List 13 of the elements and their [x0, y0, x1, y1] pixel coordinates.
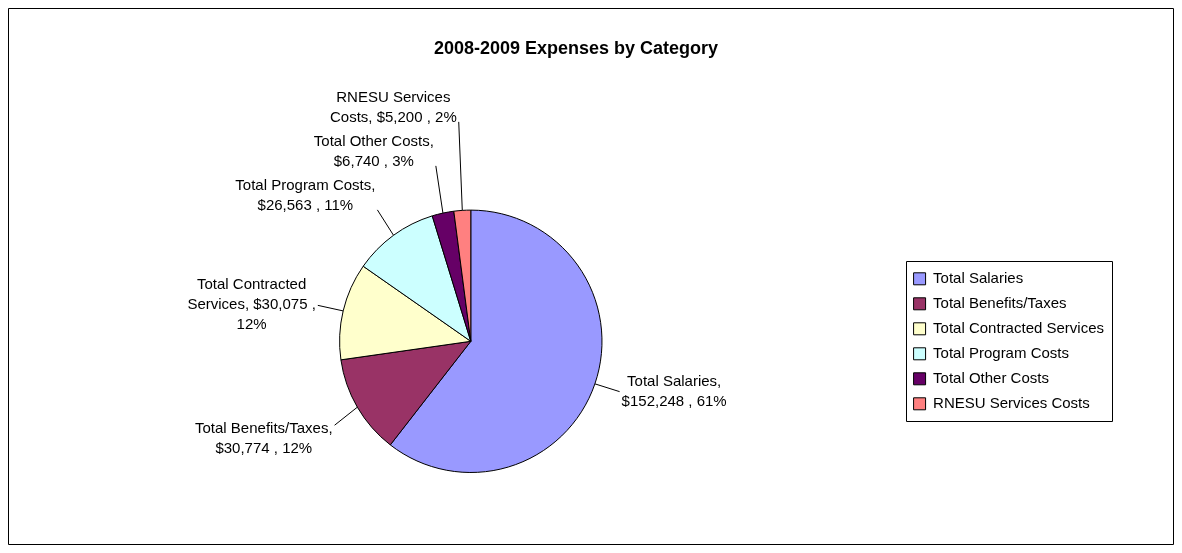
legend-label: Total Contracted Services: [933, 318, 1105, 336]
data-label: Total Program Costs, $26,563 , 11%: [235, 176, 376, 214]
legend-label: Total Program Costs: [933, 343, 1069, 361]
legend-label: RNESU Services Costs: [933, 393, 1090, 411]
data-label: Total Contracted Services, $30,075 , 12%: [187, 275, 316, 333]
data-label: Total Benefits/Taxes, $30,774 , 12%: [195, 419, 333, 457]
chart-title: 2008-2009 Expenses by Category: [433, 37, 719, 58]
data-label: RNESU Services Costs, $5,200 , 2%: [329, 88, 457, 126]
legend-label: Total Salaries: [933, 268, 1024, 286]
data-label: Total Salaries, $152,248 , 61%: [621, 371, 727, 409]
legend-label: Total Other Costs: [933, 368, 1049, 386]
data-label: Total Other Costs, $6,740 , 3%: [313, 132, 434, 170]
legend-label: Total Benefits/Taxes: [933, 293, 1067, 311]
